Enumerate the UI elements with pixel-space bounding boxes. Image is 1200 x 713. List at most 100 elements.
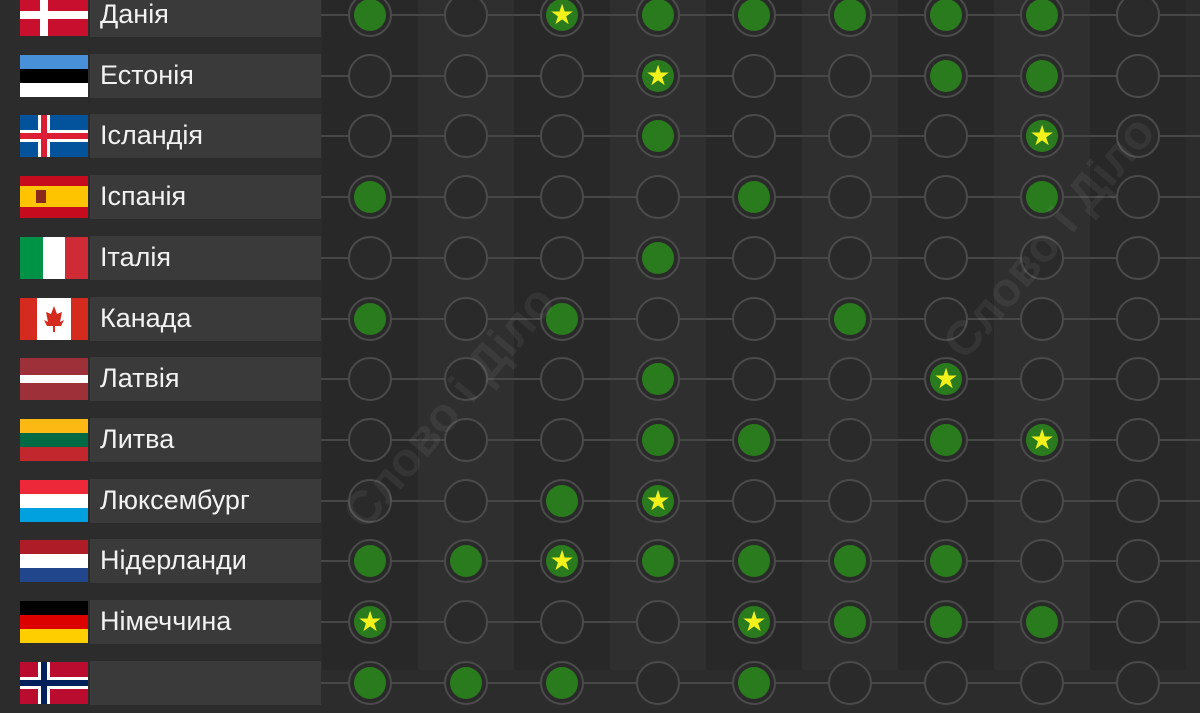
empty-cell xyxy=(540,600,584,644)
green-dot-icon xyxy=(930,0,962,31)
green-dot-icon xyxy=(930,423,962,456)
filled-cell xyxy=(924,53,968,98)
empty-cell xyxy=(348,114,392,159)
filled-cell xyxy=(732,539,776,584)
green-dot-icon xyxy=(834,545,866,578)
empty-cell xyxy=(1116,296,1160,341)
empty-cell xyxy=(444,175,488,220)
empty-cell xyxy=(444,114,488,159)
empty-cell xyxy=(1116,235,1160,280)
country-name: Німеччина xyxy=(100,606,232,636)
star-icon: ★ xyxy=(549,544,575,578)
green-dot-icon xyxy=(834,302,866,335)
filled-cell xyxy=(636,417,680,462)
label-background xyxy=(90,235,321,280)
label-background xyxy=(90,357,321,402)
empty-cell xyxy=(732,235,776,280)
flag-canada-icon xyxy=(20,297,88,340)
filled-cell xyxy=(540,478,584,523)
filled-cell xyxy=(828,539,872,584)
green-dot-icon xyxy=(546,302,578,335)
empty-cell xyxy=(1116,175,1160,220)
empty-cell xyxy=(1020,357,1064,402)
empty-cell xyxy=(348,478,392,523)
filled-cell xyxy=(828,0,872,37)
filled-cell xyxy=(540,660,584,705)
star-cell: ★ xyxy=(924,357,968,402)
label-background xyxy=(90,114,321,159)
star-icon: ★ xyxy=(549,0,575,31)
empty-cell xyxy=(924,235,968,280)
country-row: Люксембург ★ xyxy=(0,471,1200,531)
green-dot-icon xyxy=(1026,0,1058,31)
empty-cell xyxy=(636,296,680,341)
green-dot-icon xyxy=(930,59,962,92)
empty-cell xyxy=(1116,600,1160,644)
empty-cell xyxy=(1116,357,1160,402)
empty-cell xyxy=(348,235,392,280)
empty-cell xyxy=(828,175,872,220)
green-dot-icon xyxy=(642,0,674,31)
green-dot-icon xyxy=(642,241,674,274)
green-dot-icon xyxy=(738,423,770,456)
green-dot-icon xyxy=(546,666,578,699)
green-dot-icon xyxy=(1026,423,1058,456)
green-dot-icon xyxy=(642,59,674,92)
filled-cell xyxy=(828,600,872,644)
green-dot-icon xyxy=(642,484,674,517)
country-row: Нідерланди ★ xyxy=(0,531,1200,591)
empty-cell xyxy=(828,235,872,280)
empty-cell xyxy=(924,478,968,523)
empty-cell xyxy=(1116,114,1160,159)
green-dot-icon xyxy=(738,0,770,31)
empty-cell xyxy=(444,478,488,523)
green-dot-icon xyxy=(834,0,866,31)
empty-cell xyxy=(444,53,488,98)
green-dot-icon xyxy=(1026,59,1058,92)
empty-cell xyxy=(540,417,584,462)
flag-latvia-icon xyxy=(20,358,88,401)
country-row: Іспанія xyxy=(0,167,1200,227)
empty-cell xyxy=(1116,417,1160,462)
empty-cell xyxy=(444,357,488,402)
green-dot-icon xyxy=(642,423,674,456)
empty-cell xyxy=(924,114,968,159)
filled-cell xyxy=(732,660,776,705)
empty-cell xyxy=(444,0,488,37)
country-row: Канада xyxy=(0,289,1200,349)
country-row: Італія xyxy=(0,228,1200,288)
empty-cell xyxy=(828,53,872,98)
filled-cell xyxy=(636,539,680,584)
empty-cell xyxy=(636,175,680,220)
flag-germany-icon xyxy=(20,601,88,643)
empty-cell xyxy=(1116,539,1160,584)
green-dot-icon xyxy=(354,545,386,578)
country-name: Канада xyxy=(100,302,192,333)
star-cell: ★ xyxy=(732,600,776,644)
star-icon: ★ xyxy=(1029,422,1055,456)
filled-cell xyxy=(348,539,392,584)
filled-cell xyxy=(1020,175,1064,220)
green-dot-icon xyxy=(738,666,770,699)
country-name: Італія xyxy=(100,241,171,272)
green-dot-icon xyxy=(738,181,770,214)
empty-cell xyxy=(1020,539,1064,584)
flag-norway-icon xyxy=(20,661,88,704)
star-cell: ★ xyxy=(636,478,680,523)
star-cell: ★ xyxy=(636,53,680,98)
green-dot-icon xyxy=(546,545,578,578)
star-icon: ★ xyxy=(645,58,671,92)
filled-cell xyxy=(348,296,392,341)
empty-cell xyxy=(348,53,392,98)
filled-cell xyxy=(924,539,968,584)
label-background xyxy=(90,478,321,523)
flag-estonia-icon xyxy=(20,54,88,97)
flag-netherlands-icon xyxy=(20,540,88,583)
country-row: Ісландія ★ xyxy=(0,106,1200,166)
filled-cell xyxy=(828,296,872,341)
green-dot-icon xyxy=(1026,606,1058,638)
star-cell: ★ xyxy=(1020,417,1064,462)
filled-cell xyxy=(348,175,392,220)
empty-cell xyxy=(540,114,584,159)
filled-cell xyxy=(924,0,968,37)
